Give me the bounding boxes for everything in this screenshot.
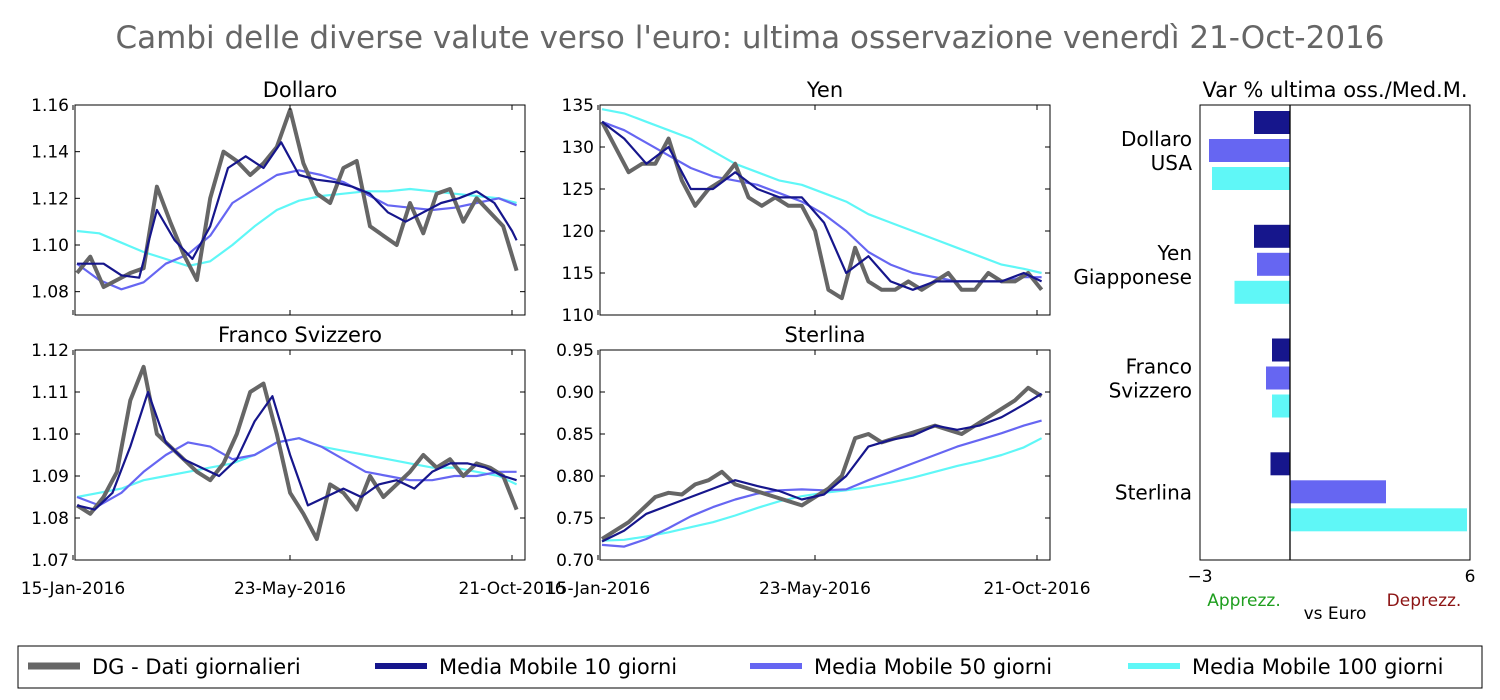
legend-item-ma10: Media Mobile 10 giorni <box>375 655 677 679</box>
series-line-ma10 <box>77 141 518 279</box>
category-label: Franco <box>1126 355 1192 379</box>
category-label: USA <box>1151 151 1193 175</box>
y-tick-label: 0.75 <box>556 509 594 529</box>
x-tick-label: 15-Jan-2016 <box>546 579 650 599</box>
y-tick-label: 135 <box>562 96 594 116</box>
y-tick-label: 1.07 <box>31 551 69 571</box>
y-tick-label: 0.90 <box>556 383 594 403</box>
category-label: Svizzero <box>1109 379 1192 403</box>
plot-frame <box>599 104 1051 316</box>
right-note: Deprezz. <box>1387 591 1462 611</box>
y-tick-label: 1.11 <box>31 383 69 403</box>
y-tick-label: 110 <box>562 306 594 326</box>
y-tick-label: 1.08 <box>31 509 69 529</box>
figure-title: Cambi delle diverse valute verso l'euro:… <box>115 20 1384 56</box>
legend-item-daily: DG - Dati giornalieri <box>28 655 301 679</box>
legend-item-ma100: Media Mobile 100 giorni <box>1128 655 1444 679</box>
y-tick-label: 0.95 <box>556 341 594 361</box>
bar-ma50 <box>1266 366 1290 390</box>
x-tick-label: 6 <box>1465 567 1476 587</box>
category-label: Sterlina <box>1115 480 1192 504</box>
bar-ma50 <box>1290 480 1386 504</box>
panel-title: Sterlina <box>785 323 866 347</box>
bar-ma50 <box>1257 252 1290 276</box>
y-tick-label: 1.12 <box>31 189 69 209</box>
bar-ma10 <box>1254 224 1290 248</box>
bar-ma10 <box>1272 338 1290 362</box>
legend-item-ma50: Media Mobile 50 giorni <box>750 655 1052 679</box>
panel-title: Var % ultima oss./Med.M. <box>1202 78 1467 102</box>
y-tick-label: 0.80 <box>556 467 594 487</box>
panel-franco-svizzero: 1.07 1.08 1.09 1.10 1.11 1.12 15-Jan-2016 23-Ma… <box>21 323 566 599</box>
panel-sterlina: 0.70 0.75 0.80 0.85 0.90 0.95 15-Jan-2016 23-Ma… <box>546 323 1091 599</box>
series-line-ma50 <box>76 437 517 507</box>
x-tick-label: −3 <box>1187 567 1212 587</box>
bar-ma100 <box>1212 167 1290 190</box>
legend-label: Media Mobile 10 giorni <box>439 655 677 679</box>
x-axis-label: vs Euro <box>1304 604 1367 624</box>
series-line-ma50 <box>76 169 518 291</box>
series-line-ma100 <box>76 437 518 499</box>
y-tick-label: 130 <box>562 138 594 158</box>
x-tick-label: 15-Jan-2016 <box>21 579 125 599</box>
y-tick-label: 1.08 <box>31 283 69 303</box>
y-tick-label: 1.12 <box>31 341 69 361</box>
category-label: Dollaro <box>1121 127 1192 151</box>
y-tick-label: 1.10 <box>31 425 69 445</box>
bar-ma100 <box>1272 394 1290 418</box>
y-tick-label: 1.10 <box>31 236 69 256</box>
y-tick-label: 0.85 <box>556 425 594 445</box>
x-tick-label: 21-Oct-2016 <box>458 579 565 599</box>
bar-ma50 <box>1209 139 1290 162</box>
y-tick-label: 125 <box>562 180 594 200</box>
plot-frame <box>74 349 526 561</box>
legend-label: Media Mobile 100 giorni <box>1192 655 1444 679</box>
series-line-ma50 <box>601 419 1042 548</box>
bar-ma100 <box>1234 280 1290 304</box>
series-line-daily <box>600 385 1043 541</box>
category-label: Yen <box>1156 241 1192 265</box>
panel-yen: 110 115 120 125 130 135 Yen <box>562 78 1051 326</box>
series-line-daily <box>75 364 519 541</box>
plot-frame <box>1199 104 1471 561</box>
plot-frame <box>74 104 526 316</box>
bar-ma10 <box>1254 111 1290 134</box>
panel-title: Franco Svizzero <box>218 323 382 347</box>
y-tick-label: 1.14 <box>31 143 69 163</box>
panel-dollaro: 1.08 1.10 1.12 1.14 1.16 Dollaro <box>31 78 526 316</box>
y-tick-label: 0.70 <box>556 551 594 571</box>
series-line-ma100 <box>76 187 517 268</box>
category-label: Giapponese <box>1073 265 1192 289</box>
panel-title: Dollaro <box>263 78 338 102</box>
x-tick-label: 21-Oct-2016 <box>983 579 1090 599</box>
series-line-ma10 <box>601 392 1043 543</box>
legend: DG - Dati giornalieri Media Mobile 10 gio… <box>17 645 1483 689</box>
x-tick-label: 23-May-2016 <box>759 579 871 599</box>
x-tick-label: 23-May-2016 <box>234 579 346 599</box>
left-note: Apprezz. <box>1207 591 1281 611</box>
y-tick-label: 1.09 <box>31 467 69 487</box>
panel-title: Yen <box>806 78 843 102</box>
y-tick-label: 1.16 <box>31 96 69 116</box>
y-tick-label: 120 <box>562 222 594 242</box>
series-line-ma100 <box>601 108 1042 275</box>
series-line-ma10 <box>76 390 517 511</box>
plot-frame <box>599 349 1051 561</box>
bar-ma10 <box>1270 452 1290 476</box>
legend-label: Media Mobile 50 giorni <box>814 655 1052 679</box>
y-tick-label: 115 <box>562 264 594 284</box>
series-line-daily <box>75 107 519 289</box>
legend-label: DG - Dati giornalieri <box>92 655 301 679</box>
series-line-ma10 <box>601 120 1043 291</box>
bar-ma100 <box>1290 508 1467 532</box>
